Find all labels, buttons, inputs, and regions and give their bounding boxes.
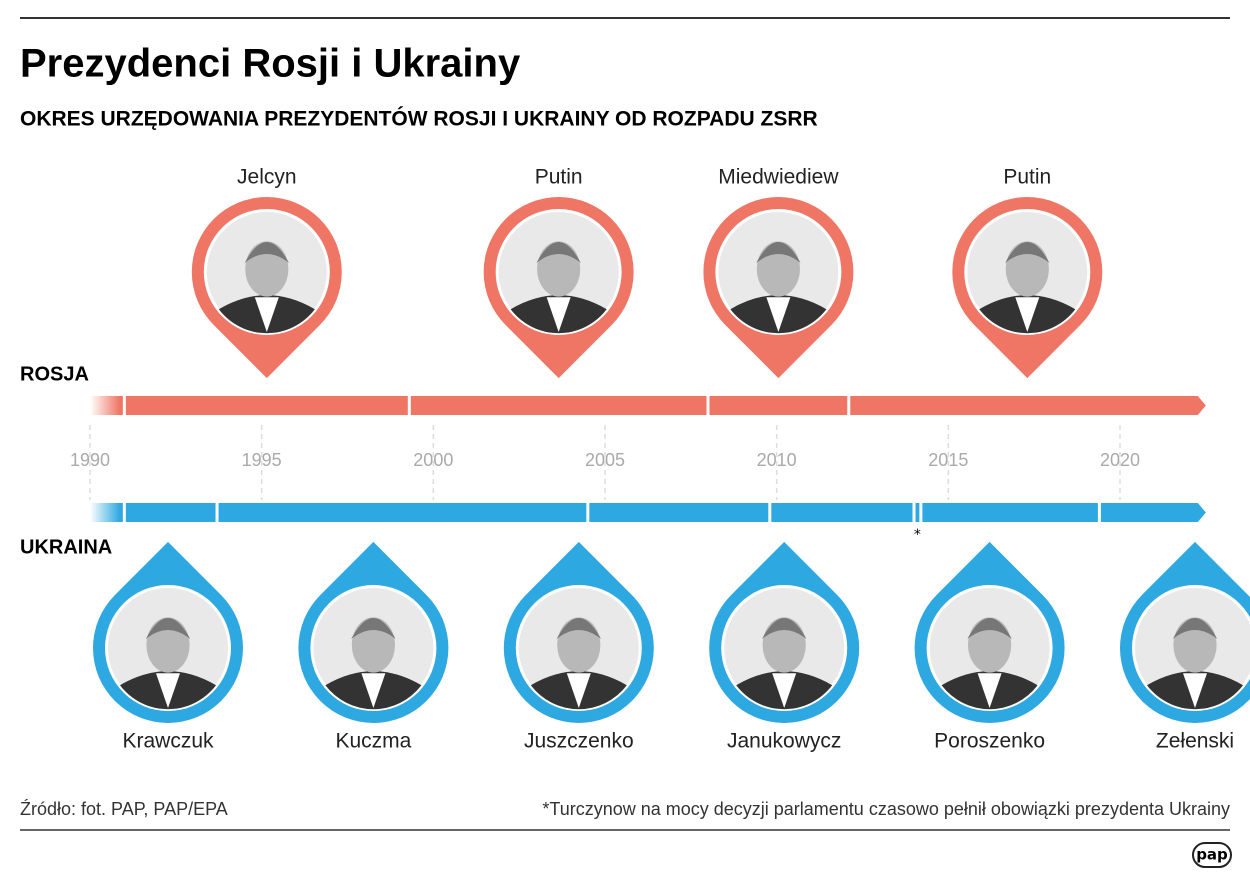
president-name: Janukowycz: [727, 730, 841, 753]
photo-hair: [536, 242, 581, 263]
president-name: Juszczenko: [524, 730, 634, 753]
photo-collar: [361, 673, 386, 708]
photo-collar: [546, 297, 571, 332]
timeline-bar: [90, 503, 1206, 522]
photo-hair: [762, 618, 807, 639]
timeline-bar: [90, 396, 1206, 415]
bar-fade: [90, 503, 120, 522]
logo: pap: [1196, 846, 1228, 864]
russia-label: ROSJA: [20, 363, 89, 385]
tick-label: 1995: [242, 450, 282, 470]
president-name: Poroszenko: [934, 730, 1045, 753]
photo-hair: [1005, 242, 1050, 263]
tick-label: 2020: [1100, 450, 1140, 470]
subtitle: OKRES URZĘDOWANIA PREZYDENTÓW ROSJI I UK…: [20, 107, 818, 131]
tick-label: 1990: [70, 450, 110, 470]
photo-hair: [351, 618, 396, 639]
photo-collar: [566, 673, 591, 708]
bar-fade: [90, 396, 120, 415]
tick-label: 2005: [585, 450, 625, 470]
title: Prezydenci Rosji i Ukrainy: [20, 42, 521, 86]
tick-label: 2010: [757, 450, 797, 470]
photo-hair: [967, 618, 1012, 639]
president-name: Zełenski: [1156, 730, 1234, 753]
photo-collar: [772, 673, 797, 708]
president-name: Putin: [1003, 166, 1051, 189]
footnote-marker: *: [914, 527, 921, 543]
president-name: Miedwiediew: [718, 166, 839, 189]
ukraine-label: UKRAINA: [20, 536, 112, 558]
photo-hair: [756, 242, 801, 263]
photo-collar: [1183, 673, 1207, 708]
president-name: Krawczuk: [122, 730, 214, 753]
president-name: Putin: [535, 166, 583, 189]
photo-collar: [1015, 297, 1040, 332]
photo-collar: [977, 673, 1002, 708]
photo-hair: [556, 618, 601, 639]
tick-label: 2000: [413, 450, 453, 470]
president-name: Kuczma: [335, 730, 411, 753]
photo-collar: [156, 673, 180, 708]
photo-collar: [254, 297, 279, 332]
photo-hair: [244, 242, 290, 263]
photo-hair: [1172, 618, 1218, 639]
tick-label: 2015: [928, 450, 968, 470]
source: Źródło: fot. PAP, PAP/EPA: [20, 799, 228, 819]
photo-collar: [766, 297, 791, 332]
photo-hair: [145, 618, 191, 639]
president-name: Jelcyn: [237, 166, 297, 189]
logo-frame: [1192, 842, 1232, 868]
footnote: *Turczynow na mocy decyzji parlamentu cz…: [542, 799, 1230, 819]
